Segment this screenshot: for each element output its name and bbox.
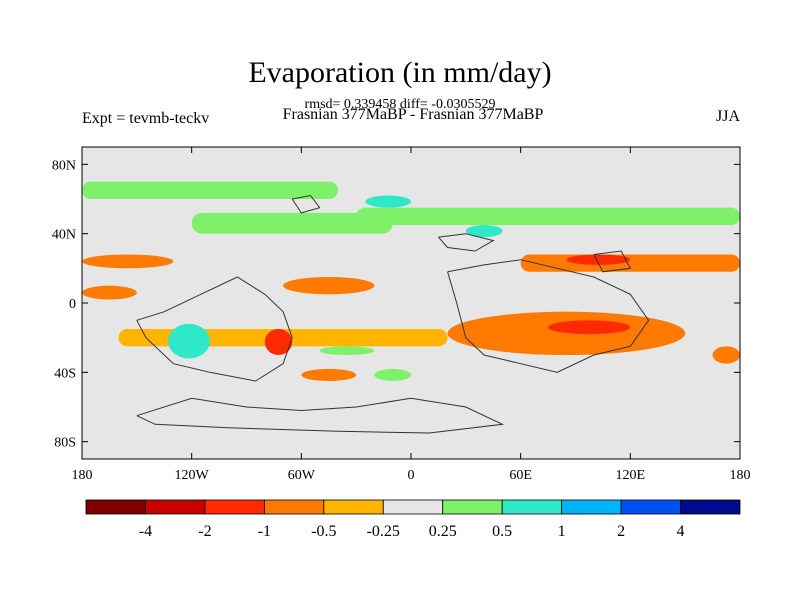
axes: 180 120W 60W 0 60E 120E 180 80N 40N 0 40S 80S <box>52 147 751 483</box>
colorbar-label: -1 <box>258 523 271 540</box>
colorbar-swatch <box>204 499 265 515</box>
colorbar-swatch <box>680 499 741 515</box>
y-tick-label: 40S <box>54 366 76 381</box>
experiment-label: Expt = tevmb-teckv <box>82 110 210 127</box>
anomaly-tropical-orange-mid <box>283 277 375 295</box>
colorbar-label: 4 <box>677 523 685 540</box>
anomaly-south-green-patch <box>319 346 375 355</box>
colorbar-label: 1 <box>558 523 566 540</box>
anomaly-pacific-red-north <box>566 254 631 265</box>
colorbar-label: -2 <box>198 523 211 540</box>
coastlines <box>136 194 650 434</box>
colorbar-swatch <box>561 499 622 515</box>
colorbar-label: -4 <box>139 523 152 540</box>
anomaly-northern-green-band-west <box>82 181 338 199</box>
anomaly-south-tropical-red-core <box>548 320 631 335</box>
season-label: JJA <box>715 108 740 125</box>
anomaly-pacific-east-orange-band <box>520 254 740 272</box>
colorbar-swatch <box>263 499 325 515</box>
colorbar-swatch <box>145 499 206 515</box>
colorbar-swatch <box>442 499 503 515</box>
anomaly-tropical-orange-west-b <box>82 285 137 300</box>
coastline-5 <box>593 250 632 273</box>
y-tick-label: 80N <box>52 158 76 173</box>
anomaly-north-cyan-small <box>465 225 503 238</box>
colorbar-label: 0.5 <box>492 523 512 540</box>
x-tick-label: 0 <box>408 468 415 483</box>
x-tick-label: 180 <box>72 468 93 483</box>
colorbar-swatch <box>382 499 444 515</box>
anomaly-far-east-orange <box>712 346 740 364</box>
colorbar-swatch <box>620 499 681 515</box>
period-label: Frasnian 377MaBP - Frasnian 377MaBP <box>282 106 544 123</box>
coastline-4 <box>438 233 495 252</box>
colorbar-label: -0.25 <box>367 523 400 540</box>
coastline-2 <box>447 259 650 373</box>
x-tick-label: 180 <box>730 468 751 483</box>
chart-title: Evaporation (in mm/day) <box>248 56 552 89</box>
coastline-3 <box>291 194 321 214</box>
colorbar-swatch <box>501 499 563 515</box>
anomaly-northern-green-band-east <box>356 207 740 225</box>
anomaly-tropical-orange-west <box>82 254 174 269</box>
colorbar-label: -0.5 <box>311 523 336 540</box>
colorbar-swatch <box>85 499 146 515</box>
stats-line: rmsd= 0.339458 diff= -0.0305529 <box>304 97 496 112</box>
x-tick-label: 120W <box>175 468 210 483</box>
colorbar-swatch <box>323 499 384 515</box>
colorbar: -4 -2 -1 -0.5 -0.25 0.25 0.5 1 2 4 <box>85 499 741 540</box>
anomaly-north-atlantic-cyan <box>365 195 411 208</box>
coastline-0 <box>136 276 293 382</box>
y-tick-label: 40N <box>52 228 76 243</box>
anomaly-northern-green-band-mid <box>191 212 393 234</box>
y-tick-label: 80S <box>54 436 76 451</box>
x-tick-label: 120E <box>616 468 646 483</box>
anomaly-cyan-halo-west <box>167 323 210 359</box>
anomaly-south-tropical-orange-large <box>447 311 686 356</box>
anomaly-south-green-45s <box>374 368 411 381</box>
coastline-1 <box>136 397 505 434</box>
map-field <box>82 147 740 459</box>
x-tick-label: 60E <box>509 468 532 483</box>
colorbar-label: 0.25 <box>429 523 457 540</box>
anomaly-red-streak-sa <box>264 329 293 355</box>
y-tick-label: 0 <box>69 297 76 312</box>
colorbar-label: 2 <box>617 523 625 540</box>
anomaly-south-orange-40s <box>301 368 357 381</box>
x-tick-label: 60W <box>288 468 316 483</box>
